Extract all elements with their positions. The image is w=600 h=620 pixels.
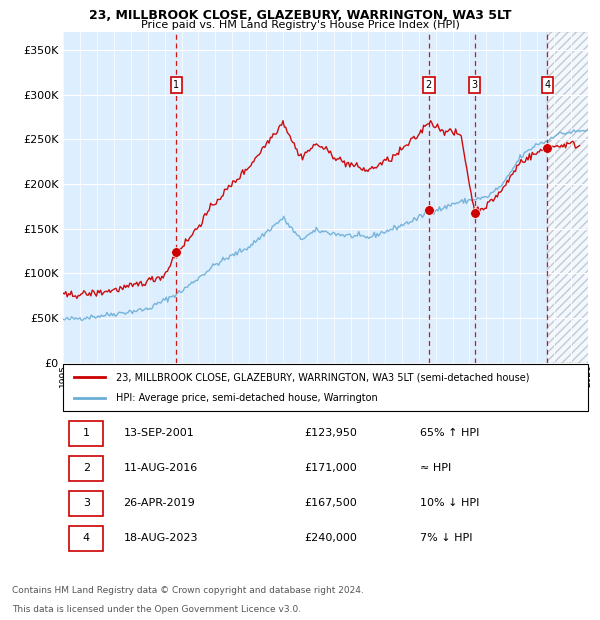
Text: £167,500: £167,500	[305, 498, 357, 508]
Text: Contains HM Land Registry data © Crown copyright and database right 2024.: Contains HM Land Registry data © Crown c…	[12, 586, 364, 595]
Text: Price paid vs. HM Land Registry's House Price Index (HPI): Price paid vs. HM Land Registry's House …	[140, 20, 460, 30]
FancyBboxPatch shape	[70, 526, 103, 551]
Text: 4: 4	[83, 533, 90, 543]
Text: £240,000: £240,000	[305, 533, 358, 543]
Text: 1: 1	[173, 80, 179, 90]
Text: 10% ↓ HPI: 10% ↓ HPI	[420, 498, 479, 508]
Text: 23, MILLBROOK CLOSE, GLAZEBURY, WARRINGTON, WA3 5LT (semi-detached house): 23, MILLBROOK CLOSE, GLAZEBURY, WARRINGT…	[115, 372, 529, 382]
Text: 3: 3	[83, 498, 90, 508]
FancyBboxPatch shape	[70, 420, 103, 446]
Text: 2: 2	[425, 80, 432, 90]
Text: 7% ↓ HPI: 7% ↓ HPI	[420, 533, 473, 543]
Text: 65% ↑ HPI: 65% ↑ HPI	[420, 428, 479, 438]
Text: This data is licensed under the Open Government Licence v3.0.: This data is licensed under the Open Gov…	[12, 604, 301, 614]
Text: 11-AUG-2016: 11-AUG-2016	[124, 463, 197, 473]
Text: HPI: Average price, semi-detached house, Warrington: HPI: Average price, semi-detached house,…	[115, 393, 377, 403]
FancyBboxPatch shape	[70, 490, 103, 516]
Text: ≈ HPI: ≈ HPI	[420, 463, 451, 473]
Text: 18-AUG-2023: 18-AUG-2023	[124, 533, 198, 543]
Text: 1: 1	[83, 428, 90, 438]
Bar	[547, 32, 600, 363]
Text: 13-SEP-2001: 13-SEP-2001	[124, 428, 194, 438]
Text: 4: 4	[544, 80, 550, 90]
Text: 2: 2	[83, 463, 90, 473]
Text: 3: 3	[472, 80, 478, 90]
Text: 23, MILLBROOK CLOSE, GLAZEBURY, WARRINGTON, WA3 5LT: 23, MILLBROOK CLOSE, GLAZEBURY, WARRINGT…	[89, 9, 511, 22]
FancyBboxPatch shape	[63, 364, 588, 411]
FancyBboxPatch shape	[70, 456, 103, 481]
Text: 26-APR-2019: 26-APR-2019	[124, 498, 195, 508]
Text: £171,000: £171,000	[305, 463, 357, 473]
Text: £123,950: £123,950	[305, 428, 358, 438]
